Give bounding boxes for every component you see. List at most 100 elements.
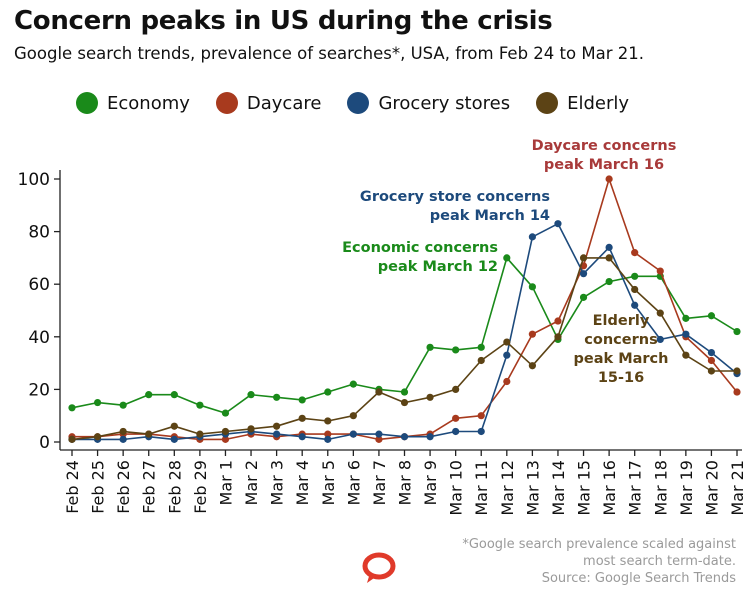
annotation-label: 15-16 [598,370,644,386]
data-point-economy [349,380,357,388]
annotation-label: concerns [584,332,657,348]
annotation-label: peak March 16 [544,157,664,173]
x-tick-label: Mar 13 [523,460,542,516]
legend-swatch-daycare [215,92,238,114]
data-point-grocery-stores [273,430,281,438]
chart-subtitle: Google search trends, prevalence of sear… [14,44,644,63]
data-point-economy [682,314,690,322]
annotation-label: Daycare concerns [532,138,677,154]
source-note: Source: Google Search Trends [541,571,736,586]
footnote-line-1: *Google search prevalence scaled against [462,537,736,552]
data-point-elderly [426,393,434,401]
data-point-elderly [733,367,741,375]
data-point-daycare [707,356,716,365]
data-point-grocery-stores [375,430,383,438]
x-tick-label: Feb 24 [63,460,82,514]
data-point-economy [528,283,536,291]
data-point-elderly [400,398,409,407]
data-point-economy [221,409,230,417]
data-point-elderly [707,367,716,375]
chart-legend: Economy Daycare Grocery stores Elderly [76,88,655,118]
data-point-elderly [298,414,306,422]
data-point-elderly [579,254,588,262]
y-tick-label: 80 [28,223,50,243]
x-tick-label: Feb 26 [114,460,133,514]
annotation-label: peak March 12 [378,259,498,275]
data-point-grocery-stores [656,335,664,344]
data-point-daycare [605,175,613,183]
x-tick-label: Mar 1 [216,460,235,505]
x-tick-label: Mar 14 [549,460,568,516]
x-tick-label: Mar 4 [293,460,312,505]
x-tick-label: Mar 15 [575,460,594,516]
legend-swatch-grocery [347,92,370,114]
data-point-elderly [170,422,178,430]
data-point-grocery-stores [324,435,332,443]
data-point-elderly [324,417,332,425]
x-tick-label: Feb 25 [89,460,108,514]
data-point-economy [605,277,613,286]
data-point-elderly [273,422,281,430]
annotation-label: Elderly [593,313,650,329]
data-point-daycare [221,435,230,443]
y-tick-label: 60 [28,275,50,295]
x-tick-label: Mar 11 [472,460,491,516]
data-point-grocery-stores [682,330,690,338]
data-point-grocery-stores [477,427,485,436]
data-point-economy [119,401,127,409]
data-point-grocery-stores [503,351,511,359]
y-tick-label: 40 [28,328,50,348]
data-point-economy [707,312,716,320]
data-point-economy [145,391,153,399]
data-point-economy [273,393,281,401]
data-point-economy [196,401,204,409]
x-tick-label: Mar 6 [344,460,363,505]
legend-label-daycare: Daycare [246,92,322,114]
data-point-economy [579,293,588,301]
chart-title: Concern peaks in US during the crisis [14,6,553,36]
data-point-grocery-stores [170,435,178,443]
data-point-elderly [554,333,562,341]
data-point-elderly [196,430,204,438]
line-chart: 0 20 40 60 80 100 Feb 24 Feb 25 Feb 26 Feb 27 Feb … [18,138,747,516]
data-point-grocery-stores [349,430,357,438]
legend-label-grocery: Grocery stores [378,92,511,114]
data-point-elderly [631,285,639,294]
data-point-economy [247,391,255,399]
x-tick-label: Feb 28 [165,460,184,514]
data-point-grocery-stores [119,435,127,443]
legend-label-economy: Economy [107,92,190,114]
x-tick-label: Feb 27 [140,460,159,514]
data-point-elderly [503,338,511,346]
data-point-elderly [119,427,127,436]
data-point-daycare [503,377,511,386]
legend-label-elderly: Elderly [567,92,630,114]
data-point-daycare [452,414,460,422]
x-tick-label: Mar 9 [421,460,440,505]
x-tick-label: Mar 20 [702,460,721,516]
data-point-elderly [68,435,76,443]
annotation-label: peak March [574,351,669,367]
data-point-grocery-stores [298,433,306,441]
data-point-economy [324,388,332,396]
data-point-grocery-stores [426,433,434,441]
data-point-elderly [247,425,255,433]
legend-item-grocery: Grocery stores [347,92,510,114]
data-point-economy [93,398,102,407]
data-point-elderly [375,388,383,396]
data-point-daycare [324,430,332,438]
x-tick-label: Mar 19 [677,460,696,516]
x-tick-label: Feb 29 [191,460,210,514]
data-point-daycare [631,249,639,257]
annotation-label: Grocery store concerns [360,189,550,205]
annotation-label: Economic concerns [342,240,498,256]
data-point-economy [298,396,306,404]
data-point-economy [170,391,178,399]
data-point-grocery-stores [554,220,562,228]
legend-swatch-economy [76,92,98,114]
data-point-economy [426,343,434,351]
series-line-elderly [71,257,737,441]
x-tick-label: Mar 16 [600,460,619,516]
data-point-grocery-stores [631,301,639,309]
data-point-daycare [554,317,562,325]
